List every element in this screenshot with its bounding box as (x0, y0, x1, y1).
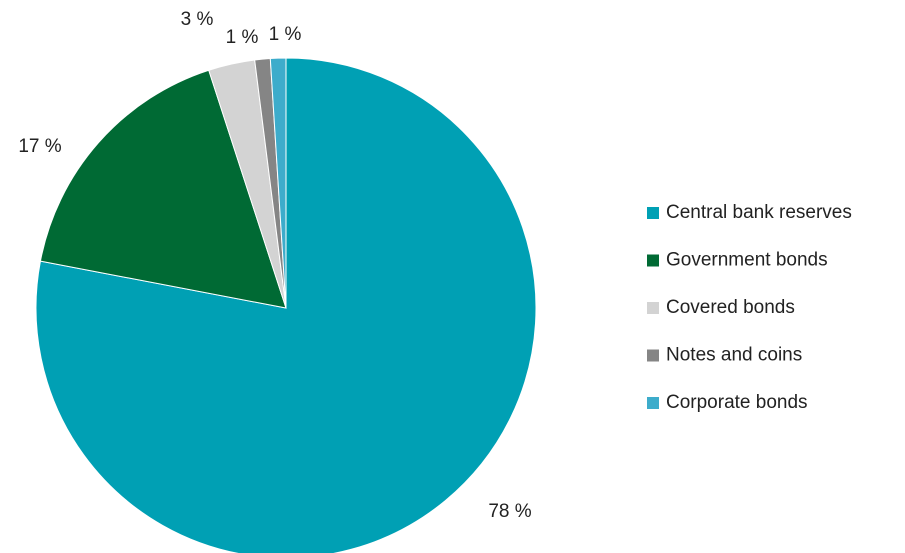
data-label: 1 % (269, 24, 302, 45)
legend-label: Notes and coins (666, 345, 802, 366)
data-label: 1 % (226, 27, 259, 48)
legend-swatch (647, 207, 659, 219)
legend-swatch (647, 302, 659, 314)
legend-swatch (647, 254, 659, 267)
data-label: 78 % (488, 501, 531, 522)
legend-swatch (647, 397, 659, 409)
data-label: 3 % (181, 9, 214, 30)
legend-swatch (647, 349, 659, 362)
legend-label: Corporate bonds (666, 392, 808, 413)
pie-slice (39, 69, 287, 309)
pie-slice (269, 57, 287, 309)
legend-label: Covered bonds (666, 297, 795, 318)
data-label: 17 % (18, 136, 61, 157)
legend-label: Central bank reserves (666, 202, 852, 223)
legend-label: Government bonds (666, 250, 828, 271)
